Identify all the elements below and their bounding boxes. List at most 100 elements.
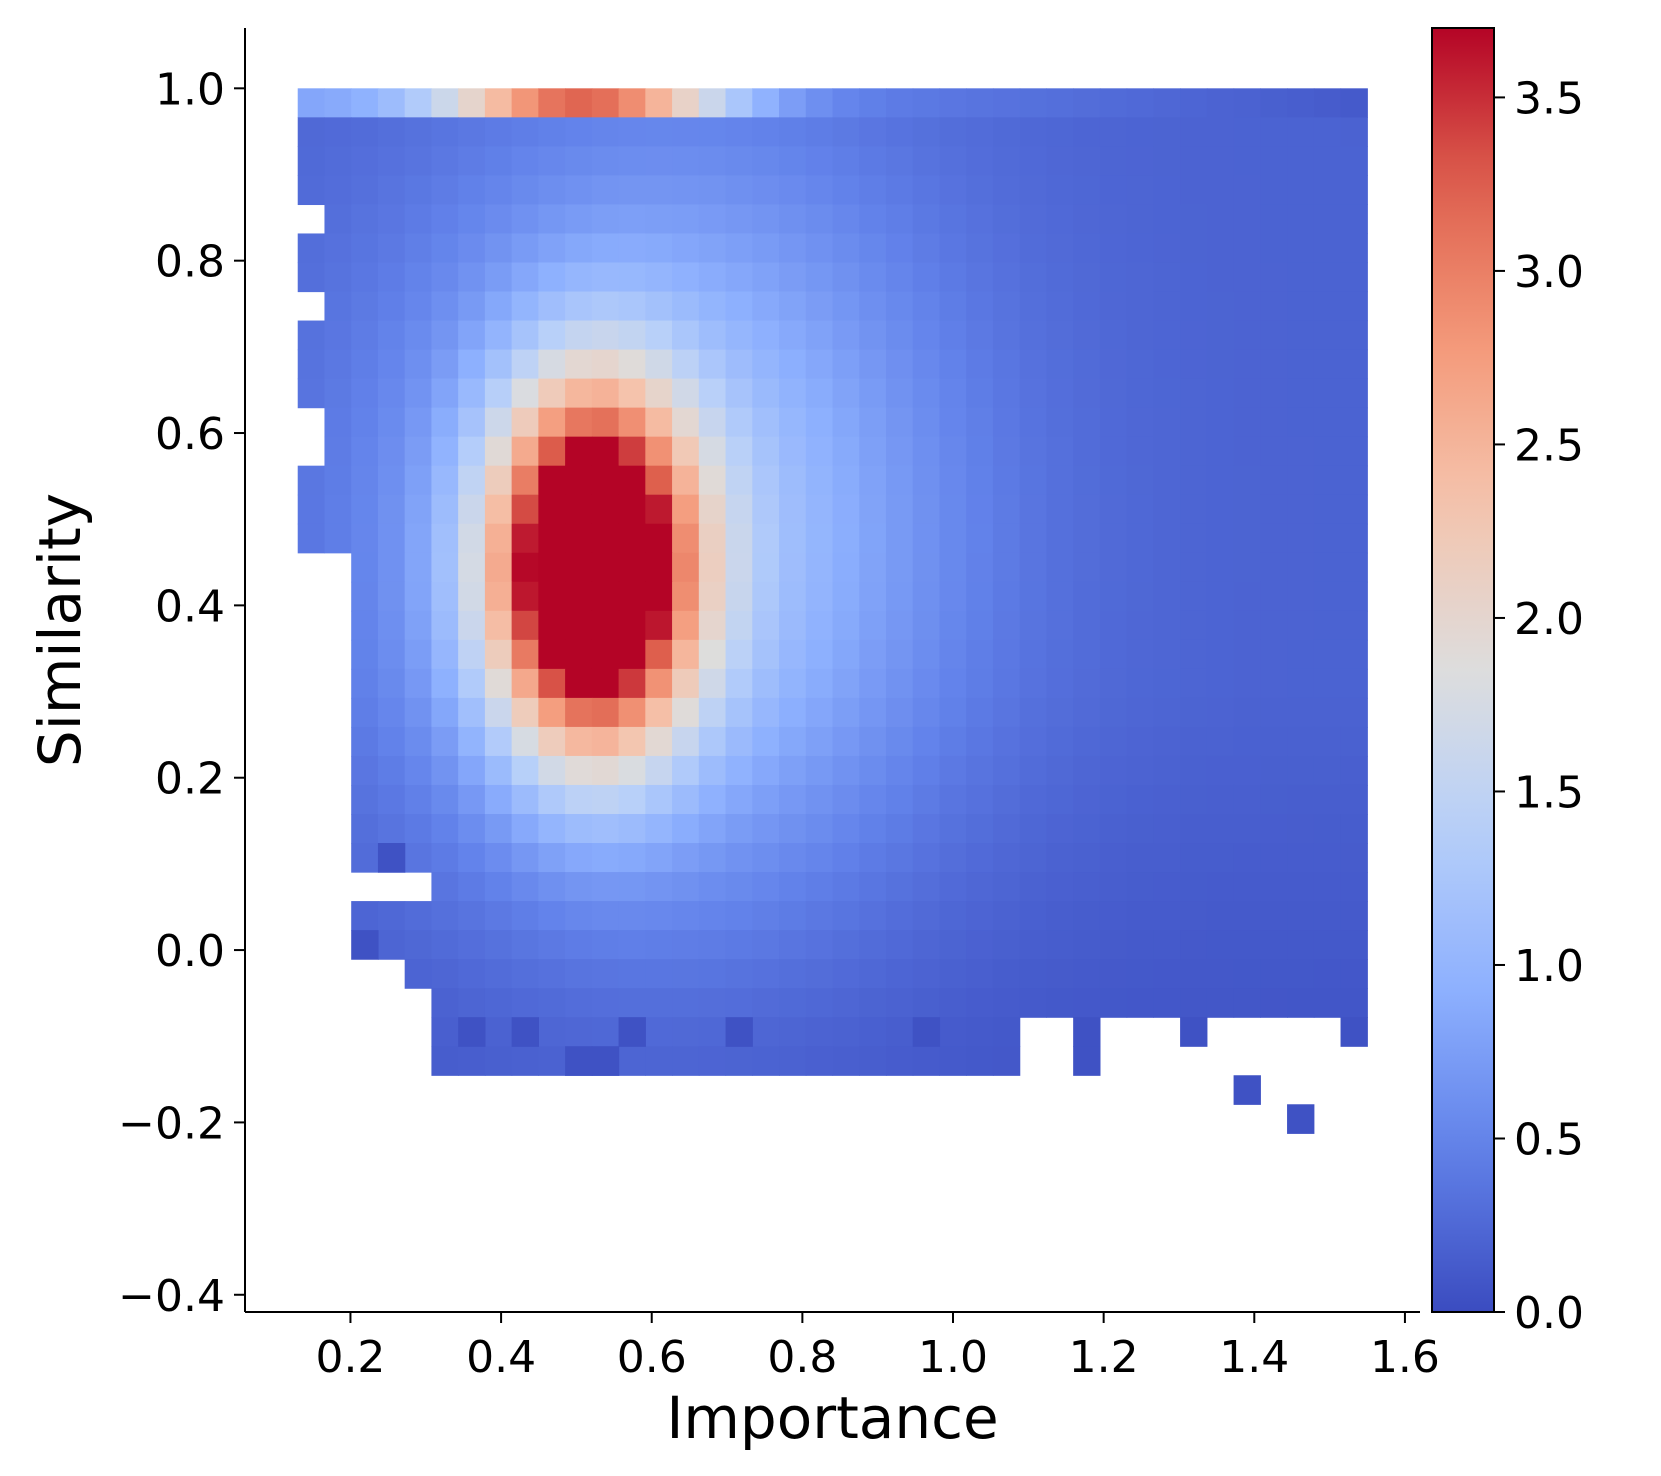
heatmap-cell-989 [645, 814, 673, 844]
heatmap-cell-589 [1180, 494, 1208, 525]
heatmap-cell-631 [1233, 523, 1261, 554]
heatmap-cell-546 [1099, 465, 1128, 496]
heatmap-cell-572 [725, 494, 753, 525]
heatmap-cell-668 [1206, 552, 1235, 583]
heatmap-cell-573 [752, 494, 780, 525]
heatmap-cell-813 [1019, 668, 1048, 699]
heatmap-cell-475 [1313, 407, 1342, 438]
heatmap-cell-979 [377, 814, 406, 844]
heatmap-cell-1016 [351, 843, 379, 873]
heatmap-cell-854 [1099, 697, 1128, 728]
heatmap-cell-17 [752, 88, 780, 118]
heatmap-cell-1050 [1260, 843, 1288, 873]
heatmap-cell-45 [431, 117, 459, 147]
heatmap-cell-980 [404, 814, 433, 844]
heatmap-cell-372 [672, 349, 700, 380]
heatmap-cell-133 [645, 175, 673, 206]
heatmap-cell-1205 [565, 988, 593, 1018]
heatmap-cell-1160 [1260, 930, 1288, 960]
heatmap-cell-180 [859, 204, 887, 235]
heatmap-cell-757 [538, 639, 566, 670]
heatmap-cell-474 [1287, 407, 1315, 438]
heatmap-cell-743 [1180, 610, 1208, 641]
heatmap-cell-713 [377, 610, 406, 641]
heatmap-cell-55 [698, 117, 727, 147]
heatmap-cell-7 [484, 88, 513, 118]
heatmap-cell-454 [752, 407, 780, 438]
heatmap-cell-1230 [1233, 988, 1261, 1018]
heatmap-cell-1139 [698, 930, 727, 960]
heatmap-cell-1011 [1233, 814, 1261, 844]
heatmap-cell-1151 [1019, 930, 1048, 960]
heatmap-cell-1184 [939, 959, 967, 989]
heatmap-cell-851 [1019, 697, 1048, 728]
heatmap-cell-348 [1099, 320, 1128, 351]
heatmap-cell-1220 [966, 988, 994, 1018]
heatmap-cell-466 [1073, 407, 1101, 438]
heatmap-cell-157 [1287, 175, 1315, 206]
heatmap-cell-422 [939, 378, 967, 409]
heatmap-cell-207 [511, 233, 539, 264]
heatmap-cell-1244 [672, 1017, 700, 1047]
heatmap-cell-175 [725, 204, 753, 235]
heatmap-cell-1010 [1206, 814, 1235, 844]
heatmap-cell-792 [458, 668, 486, 699]
heatmap-cell-1067 [779, 872, 807, 902]
colorbar-tick-label: 1.5 [1514, 767, 1584, 818]
heatmap-cell-389 [1126, 349, 1154, 380]
heatmap-cell-911 [591, 755, 620, 786]
heatmap-cell-705 [1180, 581, 1208, 612]
heatmap-cell-814 [1046, 668, 1074, 699]
heatmap-cell-590 [1206, 494, 1235, 525]
heatmap-cell-920 [832, 755, 860, 786]
heatmap-cell-12 [618, 88, 646, 118]
heatmap-cell-182 [912, 204, 941, 235]
heatmap-cell-1068 [805, 872, 834, 902]
heatmap-cell-245 [458, 262, 486, 293]
heatmap-cell-941 [377, 784, 406, 815]
heatmap-cell-71 [1126, 117, 1154, 147]
heatmap-cell-671 [1287, 552, 1315, 583]
heatmap-cell-948 [565, 784, 593, 815]
heatmap-cell-982 [458, 814, 486, 844]
heatmap-cell-1114 [1019, 901, 1048, 931]
heatmap-cell-793 [484, 668, 513, 699]
heatmap-cell-666 [1153, 552, 1181, 583]
heatmap-cell-136 [725, 175, 753, 206]
heatmap-cell-925 [966, 755, 994, 786]
heatmap-cell-448 [591, 407, 620, 438]
heatmap-cell-579 [912, 494, 941, 525]
heatmap-cell-954 [725, 784, 753, 815]
heatmap-cell-185 [992, 204, 1021, 235]
heatmap-cell-1168 [511, 959, 539, 989]
heatmap-cell-634 [1313, 523, 1342, 554]
heatmap-cell-594 [1313, 494, 1342, 525]
heatmap-cell-387 [1073, 349, 1101, 380]
heatmap-cell-280 [351, 291, 379, 322]
heatmap-cell-84 [404, 146, 433, 177]
heatmap-cell-859 [1233, 697, 1261, 728]
heatmap-cell-577 [859, 494, 887, 525]
heatmap-cell-1159 [1233, 930, 1261, 960]
heatmap-cell-1214 [805, 988, 834, 1018]
heatmap-cell-1118 [1126, 901, 1154, 931]
heatmap-cell-733 [912, 610, 941, 641]
heatmap-cell-750 [351, 639, 379, 670]
heatmap-cell-90 [565, 146, 593, 177]
heatmap-cell-166 [484, 204, 513, 235]
heatmap-cell-647 [645, 552, 673, 583]
heatmap-cell-397 [1340, 349, 1368, 380]
heatmap-cell-776 [1046, 639, 1074, 670]
heatmap-cell-672 [1313, 552, 1342, 583]
heatmap-cell-517 [324, 465, 352, 496]
heatmap-cell-796 [565, 668, 593, 699]
heatmap-cell-907 [484, 755, 513, 786]
heatmap-cell-1076 [1019, 872, 1048, 902]
heatmap-cell-98 [779, 146, 807, 177]
heatmap-cell-503 [1019, 436, 1048, 467]
heatmap-cell-82 [351, 146, 379, 177]
heatmap-cell-926 [992, 755, 1021, 786]
heatmap-cell-217 [779, 233, 807, 264]
heatmap-cell-893 [1126, 726, 1154, 757]
heatmap-cell-332 [672, 320, 700, 351]
